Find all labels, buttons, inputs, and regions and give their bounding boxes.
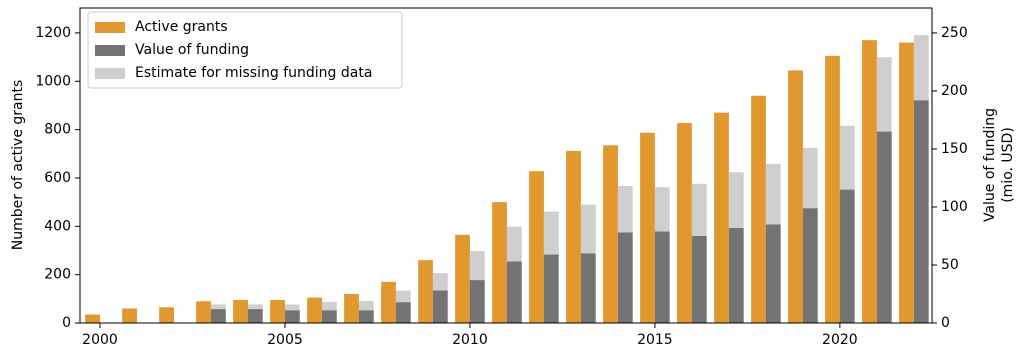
- y-tick-label: 0: [62, 315, 71, 331]
- legend-label: Value of funding: [135, 42, 249, 58]
- bar: [321, 302, 337, 311]
- bar: [788, 70, 803, 323]
- y2-tick-label: 150: [941, 141, 968, 157]
- y-tick-label: 600: [44, 170, 71, 186]
- bar: [862, 40, 877, 324]
- y-tick-label: 800: [44, 122, 71, 138]
- bar: [469, 251, 485, 281]
- y-tick-label: 1000: [35, 73, 71, 89]
- y2-tick-label: 100: [941, 199, 968, 215]
- bar: [432, 290, 448, 323]
- bar: [284, 310, 300, 323]
- bar: [617, 186, 633, 233]
- bar: [469, 280, 485, 323]
- bar: [765, 164, 781, 225]
- bar: [913, 35, 929, 101]
- bar: [492, 202, 507, 323]
- bar: [395, 302, 411, 323]
- bar: [654, 187, 670, 232]
- x-tick-label: 2015: [637, 332, 673, 348]
- bar: [159, 307, 174, 323]
- bar: [196, 301, 211, 323]
- bar: [876, 57, 892, 132]
- bar: [728, 172, 744, 228]
- bar: [802, 147, 818, 209]
- plot-frame: [79, 7, 933, 324]
- bar: [455, 234, 470, 323]
- y2-tick-label: 250: [941, 25, 968, 41]
- bar: [677, 123, 692, 323]
- bar: [765, 224, 781, 323]
- y2-tick-label: 200: [941, 83, 968, 99]
- legend-label: Estimate for missing funding data: [135, 65, 372, 81]
- legend-swatch: [95, 68, 125, 79]
- x-tick-label: 2010: [452, 332, 488, 348]
- bar: [395, 290, 411, 303]
- bar: [566, 150, 581, 323]
- y2-axis-label: Value of funding: [982, 108, 998, 222]
- bar: [543, 211, 559, 255]
- bar: [714, 112, 729, 323]
- bar: [640, 132, 655, 323]
- bar: [654, 231, 670, 323]
- x-tick-label: 2005: [267, 332, 303, 348]
- bar: [839, 125, 855, 190]
- bar: [358, 310, 374, 323]
- y-axis-label: Number of active grants: [10, 80, 26, 251]
- bar: [691, 235, 707, 323]
- bar: [603, 145, 618, 323]
- legend-box: [87, 11, 403, 89]
- bar: [210, 309, 226, 323]
- bar: [233, 300, 248, 323]
- bar: [691, 183, 707, 236]
- bar: [913, 100, 929, 323]
- bar: [381, 281, 396, 323]
- bar: [210, 304, 226, 310]
- bar: [506, 226, 522, 262]
- y-tick-label: 200: [44, 267, 71, 283]
- bar: [122, 308, 137, 323]
- y-tick-label: 400: [44, 218, 71, 234]
- bar: [899, 42, 914, 323]
- legend-label: Active grants: [135, 19, 228, 35]
- bar: [580, 253, 596, 323]
- bar: [418, 260, 433, 323]
- bar: [307, 297, 322, 323]
- bar: [751, 95, 766, 323]
- legend-swatch: [95, 45, 125, 56]
- bar: [344, 293, 359, 323]
- bar: [247, 304, 263, 310]
- y2-axis-label: (mio. USD): [1000, 127, 1016, 203]
- bar: [358, 300, 374, 311]
- bar: [580, 204, 596, 254]
- bar: [506, 261, 522, 323]
- bar: [825, 55, 840, 324]
- bar: [529, 171, 544, 323]
- legend-swatch: [95, 22, 125, 33]
- bar: [284, 304, 300, 311]
- bar: [728, 227, 744, 323]
- bar: [543, 254, 559, 323]
- bar: [85, 314, 100, 323]
- bar: [270, 300, 285, 323]
- bar: [876, 131, 892, 323]
- y2-tick-label: 0: [941, 315, 950, 331]
- bar: [839, 189, 855, 323]
- bar: [247, 309, 263, 323]
- bar: [802, 208, 818, 323]
- bar: [321, 310, 337, 323]
- y-tick-label: 1200: [35, 25, 71, 41]
- y2-tick-label: 50: [941, 257, 959, 273]
- x-tick-label: 2020: [822, 332, 858, 348]
- x-tick-label: 2000: [82, 332, 118, 348]
- bar: [432, 273, 448, 291]
- bar: [617, 232, 633, 323]
